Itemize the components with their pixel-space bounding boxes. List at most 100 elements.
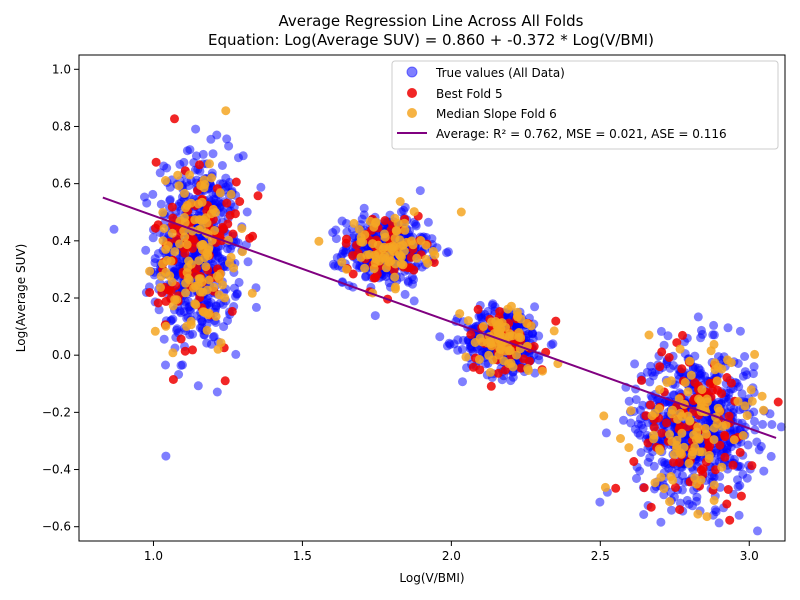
data-point xyxy=(416,236,426,245)
data-point xyxy=(461,352,471,362)
data-point xyxy=(468,362,478,372)
data-point xyxy=(197,197,207,207)
data-point xyxy=(390,272,400,282)
chart-subtitle: Equation: Log(Average SUV) = 0.860 + -0.… xyxy=(208,31,654,49)
data-point xyxy=(212,387,222,397)
data-point xyxy=(758,419,768,429)
y-axis-label: Log(Average SUV) xyxy=(14,244,28,353)
data-point xyxy=(234,277,244,287)
data-point xyxy=(206,134,216,144)
data-point xyxy=(742,370,752,380)
data-point xyxy=(188,329,198,339)
data-point xyxy=(733,482,743,492)
data-point xyxy=(702,512,712,522)
data-point xyxy=(646,361,656,371)
data-point xyxy=(148,233,158,243)
data-point xyxy=(253,191,263,201)
data-point xyxy=(248,231,258,241)
data-point xyxy=(656,472,666,482)
data-point xyxy=(210,226,220,235)
data-point xyxy=(657,457,667,467)
data-point xyxy=(199,175,209,185)
data-point xyxy=(197,317,207,326)
data-point xyxy=(225,210,235,220)
data-point xyxy=(180,232,190,242)
data-point xyxy=(713,362,723,372)
data-point xyxy=(647,411,657,421)
data-point xyxy=(645,377,655,387)
data-point xyxy=(662,418,671,428)
data-point xyxy=(161,176,170,185)
data-point xyxy=(237,224,247,233)
data-point xyxy=(219,224,228,234)
data-point xyxy=(161,360,170,370)
data-point xyxy=(723,485,733,494)
data-point xyxy=(203,310,213,320)
data-point xyxy=(664,353,674,362)
data-point xyxy=(154,305,164,315)
data-point xyxy=(161,321,171,331)
data-point xyxy=(163,241,173,251)
data-point xyxy=(729,425,739,435)
data-point xyxy=(357,214,367,224)
data-point xyxy=(342,227,352,237)
data-point xyxy=(747,461,757,471)
data-point xyxy=(728,460,738,470)
data-point xyxy=(222,198,232,208)
data-point xyxy=(717,462,727,472)
data-point xyxy=(356,232,366,242)
data-point xyxy=(167,202,177,212)
data-point xyxy=(740,352,750,361)
data-point xyxy=(655,362,665,372)
data-point xyxy=(356,252,366,262)
data-point xyxy=(159,224,169,233)
data-point xyxy=(179,157,189,167)
data-point xyxy=(221,106,231,116)
data-point xyxy=(145,288,155,297)
data-point xyxy=(488,355,498,365)
data-point xyxy=(218,280,228,290)
data-point xyxy=(181,203,190,213)
data-point xyxy=(175,239,184,249)
x-tick-label: 1.5 xyxy=(293,549,312,563)
data-point xyxy=(342,219,351,228)
data-point xyxy=(711,507,721,517)
legend-box xyxy=(391,60,779,150)
data-point xyxy=(228,229,238,239)
data-point xyxy=(395,251,405,261)
data-point xyxy=(206,209,216,219)
data-point xyxy=(709,496,719,505)
data-point xyxy=(736,491,746,501)
data-point xyxy=(639,510,649,519)
data-point xyxy=(165,271,175,281)
data-point xyxy=(666,472,676,481)
data-point xyxy=(141,245,151,255)
data-point xyxy=(729,435,739,445)
data-point xyxy=(207,173,216,183)
data-point xyxy=(696,325,706,335)
data-point xyxy=(158,207,168,217)
data-point xyxy=(690,378,700,387)
data-point xyxy=(162,255,172,265)
data-point xyxy=(227,306,237,316)
data-point xyxy=(697,385,707,395)
data-point xyxy=(508,362,518,372)
data-point xyxy=(204,245,213,255)
data-point xyxy=(616,434,625,443)
data-point xyxy=(629,457,639,466)
data-point xyxy=(423,217,433,227)
data-point xyxy=(644,330,654,340)
data-point xyxy=(398,260,408,270)
data-point xyxy=(235,197,245,206)
data-point xyxy=(348,269,358,279)
data-point xyxy=(478,322,488,331)
data-point xyxy=(193,381,203,391)
data-point xyxy=(747,396,757,406)
data-point xyxy=(380,229,389,239)
data-point xyxy=(624,396,634,406)
data-point xyxy=(225,258,234,268)
data-point xyxy=(202,325,212,335)
data-point xyxy=(180,188,189,198)
data-point xyxy=(208,149,218,159)
data-point xyxy=(349,218,359,228)
